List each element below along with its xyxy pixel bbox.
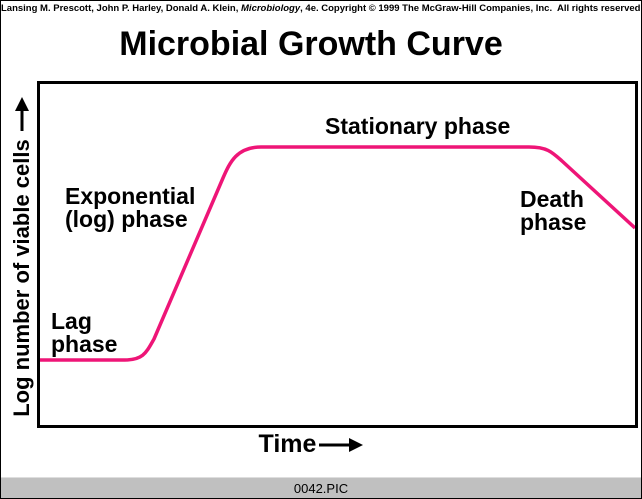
label-lag-phase: Lag phase [51, 310, 117, 356]
growth-curve-path [40, 145, 635, 362]
label-exponential-line1: Exponential [65, 183, 196, 209]
x-axis-label: Time [1, 430, 621, 459]
growth-curve [40, 145, 635, 362]
label-lag-line1: Lag [51, 308, 92, 334]
label-death-line1: Death [520, 186, 584, 212]
copyright-book-title: Microbiology [241, 3, 301, 14]
copyright-authors: Lansing M. Prescott, John P. Harley, Don… [1, 3, 242, 14]
label-stationary-line1: Stationary phase [325, 113, 511, 139]
x-axis-label-text: Time [258, 430, 317, 458]
label-exponential-line2: (log) phase [65, 206, 188, 232]
plot-area [37, 81, 638, 428]
label-exponential-phase: Exponential (log) phase [65, 185, 195, 231]
label-stationary-phase: Stationary phase [325, 115, 510, 138]
chart-title: Microbial Growth Curve [119, 25, 503, 63]
label-death-phase: Death phase [520, 188, 586, 234]
up-arrow-icon [15, 97, 29, 132]
label-death-line2: phase [520, 209, 587, 235]
label-lag-line2: phase [51, 331, 118, 357]
copyright-rest: , 4e. Copyright © 1999 The McGraw-Hill C… [300, 3, 642, 14]
right-arrow-icon [319, 437, 364, 452]
y-axis-label: Log number of viable cells [7, 76, 37, 438]
copyright-line: Lansing M. Prescott, John P. Harley, Don… [1, 3, 641, 14]
footer-bar: 0042.PIC [1, 477, 641, 498]
footer-filename: 0042.PIC [293, 480, 349, 496]
y-axis-label-text: Log number of viable cells [9, 139, 34, 417]
